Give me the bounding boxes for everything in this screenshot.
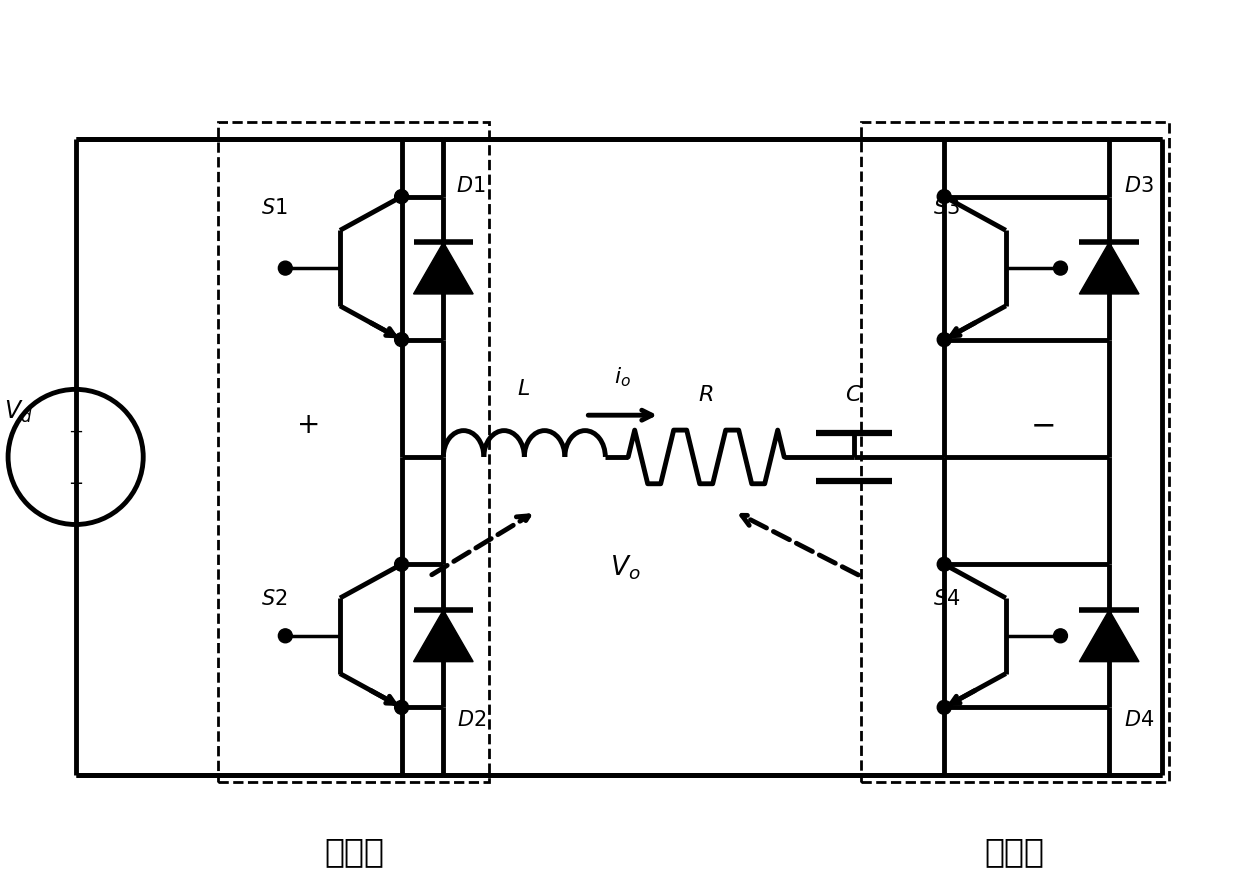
Text: $L$: $L$ xyxy=(518,379,530,400)
Polygon shape xyxy=(1079,243,1139,294)
Text: $D2$: $D2$ xyxy=(456,710,486,731)
Text: $S3$: $S3$ xyxy=(933,199,960,219)
Polygon shape xyxy=(1079,610,1139,662)
Text: $i_o$: $i_o$ xyxy=(613,366,631,389)
Text: 左桥蟀: 左桥蟀 xyxy=(323,835,384,868)
Circle shape xyxy=(937,333,952,347)
Circle shape xyxy=(395,700,409,714)
Circle shape xyxy=(395,190,409,203)
Polygon shape xyxy=(414,243,473,294)
Circle shape xyxy=(395,558,409,571)
Text: $S2$: $S2$ xyxy=(261,589,287,609)
Bar xyxy=(218,122,489,782)
Bar xyxy=(861,122,1168,782)
Text: $+$: $+$ xyxy=(296,411,318,439)
Text: $S1$: $S1$ xyxy=(261,199,287,219)
Text: $S4$: $S4$ xyxy=(933,589,960,609)
Text: 右桥蟀: 右桥蟀 xyxy=(985,835,1044,868)
Text: $C$: $C$ xyxy=(845,385,862,405)
Text: $D3$: $D3$ xyxy=(1124,176,1154,195)
Circle shape xyxy=(1053,261,1068,275)
Text: $V_d$: $V_d$ xyxy=(4,399,32,425)
Polygon shape xyxy=(414,610,473,662)
Circle shape xyxy=(937,558,952,571)
Text: $-$: $-$ xyxy=(68,473,83,491)
Text: $+$: $+$ xyxy=(68,423,83,441)
Text: $D4$: $D4$ xyxy=(1124,710,1154,731)
Circle shape xyxy=(1053,629,1068,643)
Circle shape xyxy=(279,629,292,643)
Circle shape xyxy=(395,333,409,347)
Text: $V_o$: $V_o$ xyxy=(610,554,641,582)
Circle shape xyxy=(279,261,292,275)
Circle shape xyxy=(937,700,952,714)
Text: $R$: $R$ xyxy=(698,385,714,405)
Circle shape xyxy=(937,190,952,203)
Text: $D1$: $D1$ xyxy=(456,176,486,195)
Text: $-$: $-$ xyxy=(1031,410,1054,440)
